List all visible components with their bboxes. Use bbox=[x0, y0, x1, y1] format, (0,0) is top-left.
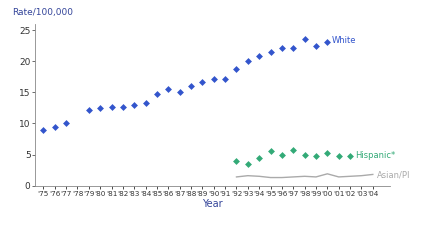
Text: Hispanic*: Hispanic* bbox=[355, 151, 395, 160]
Text: Rate/100,000: Rate/100,000 bbox=[12, 8, 74, 17]
Text: White: White bbox=[332, 36, 357, 45]
Text: Asian/PI: Asian/PI bbox=[377, 171, 411, 179]
X-axis label: Year: Year bbox=[202, 199, 223, 209]
